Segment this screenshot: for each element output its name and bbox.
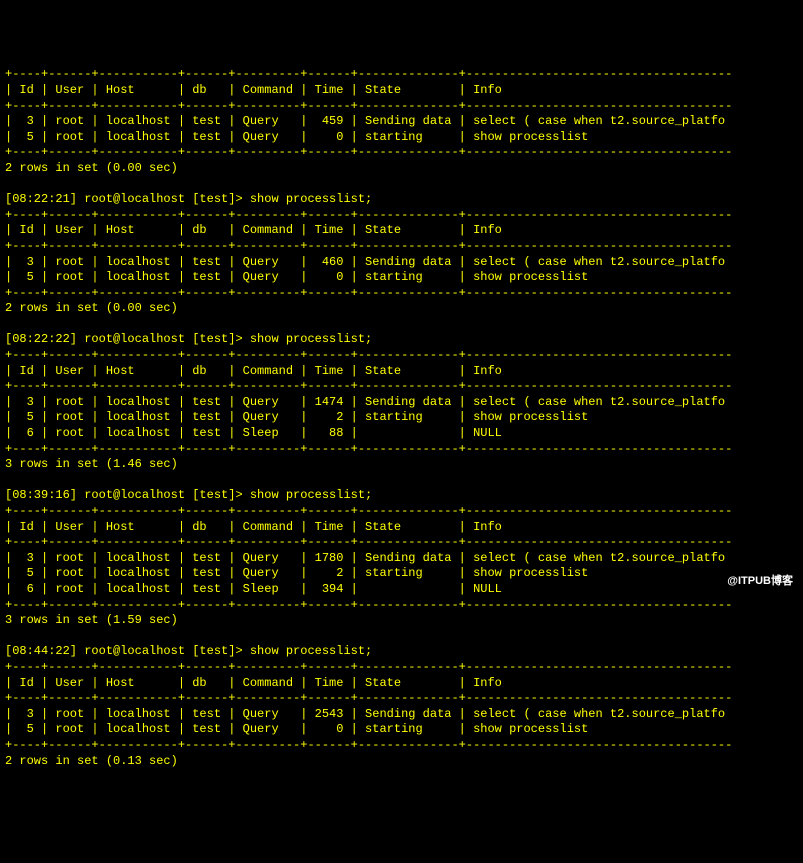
terminal-line: [08:39:16] root@localhost [test]> show p… xyxy=(5,488,372,502)
terminal-line: | Id | User | Host | db | Command | Time… xyxy=(5,520,502,534)
terminal-line: | Id | User | Host | db | Command | Time… xyxy=(5,223,502,237)
terminal-line: +----+------+-----------+------+--------… xyxy=(5,660,732,674)
terminal-line: 2 rows in set (0.13 sec) xyxy=(5,754,178,768)
watermark: @ITPUB博客 xyxy=(727,574,793,588)
terminal-line: 2 rows in set (0.00 sec) xyxy=(5,301,178,315)
terminal-line: [08:22:21] root@localhost [test]> show p… xyxy=(5,192,372,206)
terminal-line: +----+------+-----------+------+--------… xyxy=(5,598,732,612)
terminal-line: +----+------+-----------+------+--------… xyxy=(5,442,732,456)
terminal-line: +----+------+-----------+------+--------… xyxy=(5,67,732,81)
terminal-line: +----+------+-----------+------+--------… xyxy=(5,286,732,300)
terminal-line: 2 rows in set (0.00 sec) xyxy=(5,161,178,175)
terminal-line: | 5 | root | localhost | test | Query | … xyxy=(5,130,588,144)
terminal-line: +----+------+-----------+------+--------… xyxy=(5,738,732,752)
terminal-line: +----+------+-----------+------+--------… xyxy=(5,99,732,113)
terminal-line: [08:22:22] root@localhost [test]> show p… xyxy=(5,332,372,346)
terminal-line: +----+------+-----------+------+--------… xyxy=(5,504,732,518)
terminal-line: | 5 | root | localhost | test | Query | … xyxy=(5,410,588,424)
terminal-line: | 5 | root | localhost | test | Query | … xyxy=(5,270,588,284)
terminal-line: | 3 | root | localhost | test | Query | … xyxy=(5,395,725,409)
terminal-line: | 3 | root | localhost | test | Query | … xyxy=(5,114,725,128)
terminal-line: | Id | User | Host | db | Command | Time… xyxy=(5,676,502,690)
terminal-output: +----+------+-----------+------+--------… xyxy=(5,67,798,769)
terminal-line: | Id | User | Host | db | Command | Time… xyxy=(5,83,502,97)
terminal-line: 3 rows in set (1.59 sec) xyxy=(5,613,178,627)
terminal-line: | Id | User | Host | db | Command | Time… xyxy=(5,364,502,378)
terminal-line: | 5 | root | localhost | test | Query | … xyxy=(5,566,588,580)
terminal-line: | 6 | root | localhost | test | Sleep | … xyxy=(5,426,502,440)
terminal-line: +----+------+-----------+------+--------… xyxy=(5,535,732,549)
terminal-line: | 3 | root | localhost | test | Query | … xyxy=(5,255,725,269)
terminal-line: +----+------+-----------+------+--------… xyxy=(5,379,732,393)
terminal-line: +----+------+-----------+------+--------… xyxy=(5,239,732,253)
terminal-line: +----+------+-----------+------+--------… xyxy=(5,145,732,159)
terminal-line: +----+------+-----------+------+--------… xyxy=(5,691,732,705)
terminal-line: | 3 | root | localhost | test | Query | … xyxy=(5,707,725,721)
terminal-line: [08:44:22] root@localhost [test]> show p… xyxy=(5,644,372,658)
terminal-line: 3 rows in set (1.46 sec) xyxy=(5,457,178,471)
terminal-line: | 5 | root | localhost | test | Query | … xyxy=(5,722,588,736)
terminal-line: +----+------+-----------+------+--------… xyxy=(5,208,732,222)
terminal-line: | 3 | root | localhost | test | Query | … xyxy=(5,551,725,565)
terminal-line: +----+------+-----------+------+--------… xyxy=(5,348,732,362)
